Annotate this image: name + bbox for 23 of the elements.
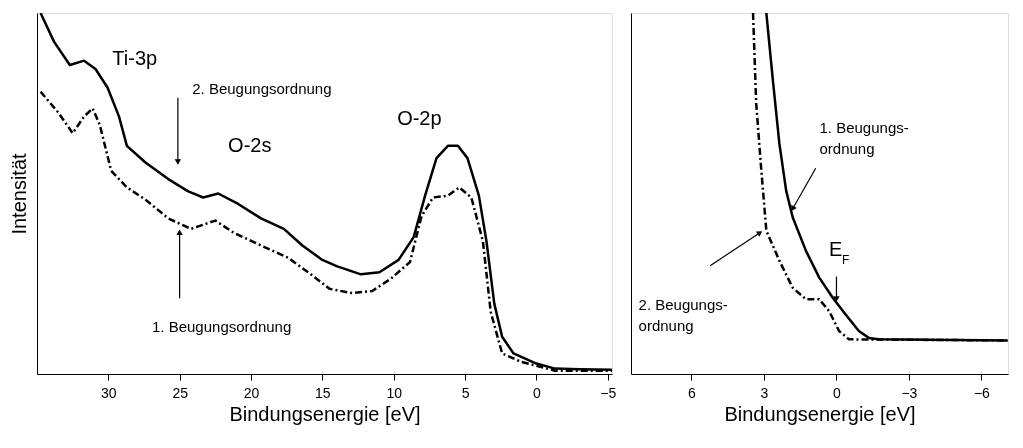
x-tick-label: 6 — [688, 384, 697, 401]
x-tick-label: 3 — [760, 384, 769, 401]
x-tick-label: 0 — [833, 384, 842, 401]
x-tick-label: 25 — [172, 384, 189, 401]
x-tick-label: 20 — [243, 384, 260, 401]
x-tick-label: 0 — [532, 384, 541, 401]
x-tick-label: −6 — [973, 384, 991, 401]
x-tick-label: 10 — [386, 384, 403, 401]
annotation: O-2s — [228, 133, 272, 156]
annotation: 2. Beugungsordnung — [192, 79, 332, 97]
y-axis-title: Intensität — [7, 152, 30, 235]
annotation: O-2p — [397, 106, 442, 129]
x-tick-label: 30 — [101, 384, 117, 401]
x-tick-label: −3 — [901, 384, 918, 401]
x-axis-title: Bindungsenergie [eV] — [229, 402, 421, 425]
annotation: 1. Beugungs- ordnung — [819, 119, 909, 158]
x-tick-label: 15 — [315, 384, 331, 401]
x-tick-label: 5 — [461, 384, 470, 401]
x-tick-label: −5 — [600, 384, 617, 401]
annotation: 2. Beugungs- ordnung — [638, 296, 728, 335]
annotation: Ti-3p — [112, 47, 158, 70]
annotation: 1. Beugungsordnung — [152, 317, 292, 335]
x-axis-title: Bindungsenergie [eV] — [724, 402, 916, 425]
